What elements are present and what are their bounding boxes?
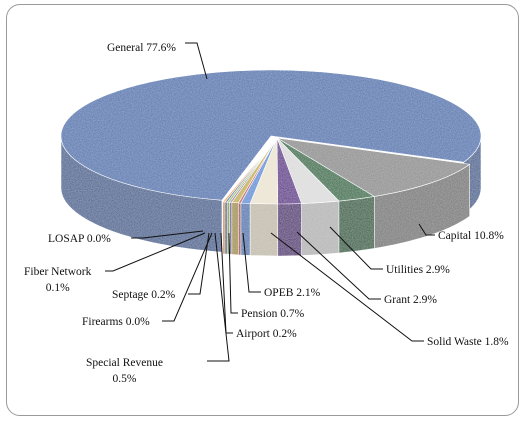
leader-firearms: [162, 232, 213, 322]
pie-sides: [60, 135, 482, 257]
pie-side-opeb: [249, 203, 279, 257]
leader-grant: [296, 231, 381, 300]
label-fiber-network: Fiber Network: [24, 266, 92, 278]
label-special-revenue-value: 0.5%: [113, 373, 137, 385]
pie-side-fiber-network: [224, 201, 228, 255]
pie-side-special-revenue: [231, 202, 239, 256]
label-septage: Septage 0.2%: [112, 289, 176, 301]
pie-slice-losap: [222, 137, 278, 203]
label-utilities: Utilities 2.9%: [386, 264, 450, 276]
leader-septage: [188, 232, 210, 295]
slice-labels: General 77.6% Capital 10.8% Utilities 2.9%…: [24, 42, 509, 385]
label-losap: LOSAP 0.0%: [48, 233, 111, 245]
chart-frame: General 77.6% Capital 10.8% Utilities 2.9%…: [6, 4, 519, 416]
label-firearms: Firearms 0.0%: [82, 316, 150, 328]
label-general: General 77.6%: [107, 42, 176, 54]
pie-side-grant: [301, 200, 340, 256]
pie-tops: [60, 69, 482, 205]
pie-side-losap: [222, 201, 226, 255]
leader-capital: [418, 223, 435, 236]
leader-fiber-network: [105, 232, 206, 272]
pie-side-firearms: [229, 201, 233, 255]
label-opeb: OPEB 2.1%: [264, 287, 321, 299]
leader-lines: [105, 42, 435, 362]
label-solid-waste: Solid Waste 1.8%: [427, 336, 509, 348]
leader-utilities: [329, 226, 383, 270]
label-pension: Pension 0.7%: [241, 308, 305, 320]
pie-side-solid-waste: [277, 203, 302, 257]
label-grant: Grant 2.9%: [384, 294, 437, 306]
label-fiber-network-value: 0.1%: [46, 282, 70, 294]
leader-solid-waste: [270, 232, 424, 342]
label-special-revenue: Special Revenue: [86, 357, 163, 369]
leader-pension: [228, 232, 238, 314]
label-airport: Airport 0.2%: [236, 328, 297, 340]
leader-opeb: [242, 232, 261, 293]
label-capital: Capital 10.8%: [438, 230, 504, 242]
leader-special-revenue: [207, 232, 230, 362]
pie-side-pension: [240, 202, 251, 256]
pie-side-airport: [238, 202, 242, 256]
pie-slice-capital: [276, 137, 471, 197]
pie-slice-general: [60, 69, 482, 201]
pie-chart: General 77.6% Capital 10.8% Utilities 2.9%…: [24, 42, 509, 385]
leader-general: [185, 42, 208, 80]
pie-side-utilities: [338, 196, 375, 254]
leader-losap: [131, 230, 204, 239]
